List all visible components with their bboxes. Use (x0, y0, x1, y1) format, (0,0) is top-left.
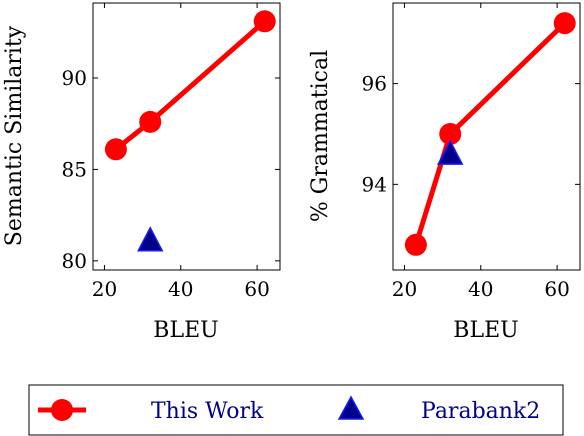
plot-frame (92, 2, 281, 271)
x-axis-label: BLEU (453, 318, 518, 343)
data-point-parabank2 (437, 139, 464, 165)
data-point-this-work (139, 110, 162, 133)
data-point-parabank2 (137, 226, 164, 252)
y-axis-label: Semantic Similarity (2, 25, 27, 246)
legend-label-this-work: This Work (151, 399, 264, 424)
axis-ticks (93, 3, 280, 270)
data-point-this-work (553, 12, 576, 35)
tick-labels: 20 40 60 80 85 90 (62, 66, 270, 301)
x-tick-label: 40 (168, 277, 193, 301)
y-tick-label: 90 (62, 66, 87, 90)
plot-frame (392, 2, 581, 271)
y-tick-label: 96 (362, 72, 387, 96)
legend: This Work Parabank2 (28, 384, 564, 436)
x-tick-label: 20 (392, 277, 417, 301)
y-tick-label: 85 (62, 157, 87, 181)
legend-marker-parabank2 (337, 395, 365, 420)
y-tick-label: 80 (62, 249, 87, 273)
data-point-this-work (253, 10, 276, 33)
x-tick-label: 60 (544, 277, 569, 301)
data-point-this-work (439, 122, 462, 145)
tick-labels: 20 40 60 94 96 (362, 72, 570, 301)
series-line-this-work (114, 19, 267, 152)
x-axis-label: BLEU (153, 318, 218, 343)
data-point-this-work (104, 138, 127, 161)
x-tick-label: 40 (468, 277, 493, 301)
chart-marks (404, 12, 576, 256)
data-point-this-work (404, 233, 427, 256)
axis-ticks (393, 3, 580, 270)
semantic-similarity-panel: 20 40 60 80 85 90 BLEU Semantic Similarity (2, 2, 281, 343)
legend-label-parabank2: Parabank2 (421, 399, 540, 424)
legend-frame (28, 384, 564, 436)
grammatical-panel: 20 40 60 94 96 BLEU % Grammatical (308, 2, 581, 343)
x-tick-label: 20 (92, 277, 117, 301)
chart-marks (104, 10, 276, 252)
x-tick-label: 60 (244, 277, 269, 301)
series-line-this-work (413, 21, 567, 246)
y-axis-label: % Grammatical (308, 50, 333, 222)
y-tick-label: 94 (362, 172, 387, 196)
legend-marker-this-work (51, 399, 73, 421)
